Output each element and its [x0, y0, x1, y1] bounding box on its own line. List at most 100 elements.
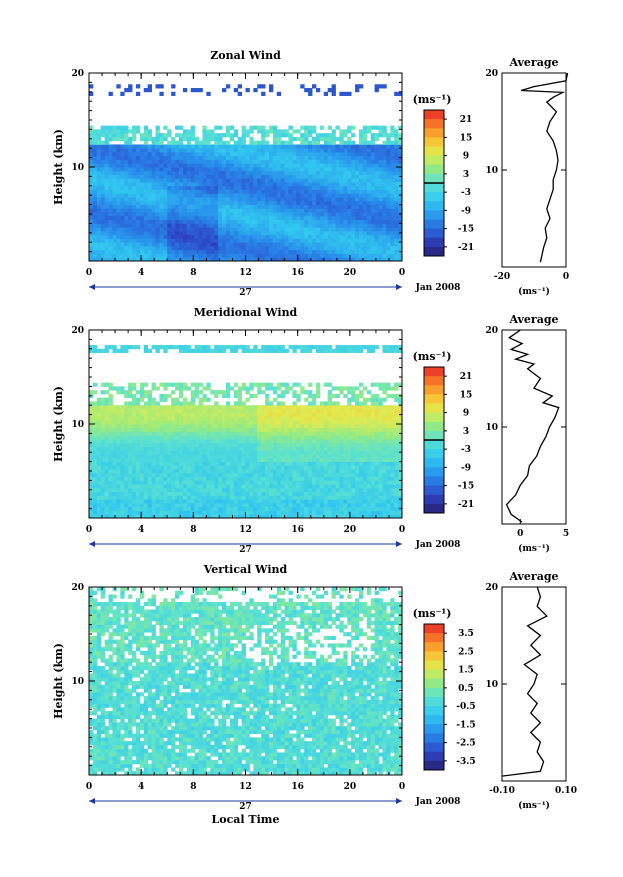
heatmap-cell	[289, 220, 293, 224]
heatmap-cell	[343, 235, 347, 239]
heatmap-cell	[292, 447, 296, 451]
heatmap-cell	[379, 216, 383, 220]
heatmap-cell	[112, 484, 116, 488]
heatmap-cell	[281, 462, 285, 466]
heatmap-cell	[210, 227, 214, 231]
heatmap-cell	[238, 499, 242, 503]
heatmap-cell	[214, 458, 218, 462]
heatmap-cell	[242, 503, 246, 507]
heatmap-cell	[394, 238, 398, 242]
heatmap-cell	[124, 212, 128, 216]
heatmap-cell	[390, 480, 394, 484]
heatmap-cell	[304, 220, 308, 224]
heatmap-cell	[222, 182, 226, 186]
heatmap-cell	[379, 473, 383, 477]
heatmap-cell	[226, 193, 230, 197]
heatmap-cell	[214, 439, 218, 443]
heatmap-cell	[148, 443, 152, 447]
heatmap-cell	[187, 144, 191, 148]
heatmap-cell	[246, 129, 250, 133]
heatmap-cell	[292, 152, 296, 156]
heatmap-cell	[136, 223, 140, 227]
heatmap-cell	[230, 186, 234, 190]
heatmap-cell	[226, 167, 230, 171]
heatmap-cell	[261, 428, 265, 432]
heatmap-cell	[234, 178, 238, 182]
heatmap-cell	[355, 148, 359, 152]
heatmap-cell	[292, 465, 296, 469]
heatmap-cell	[105, 201, 109, 205]
heatmap-cell	[195, 220, 199, 224]
heatmap-cell	[316, 238, 320, 242]
heatmap-cell	[148, 462, 152, 466]
heatmap-cell	[363, 469, 367, 473]
heatmap-cell	[140, 190, 144, 194]
heatmap-cell	[382, 227, 386, 231]
heatmap-cell	[246, 484, 250, 488]
heatmap-cell	[156, 227, 160, 231]
heatmap-cell	[97, 205, 101, 209]
heatmap-cell	[195, 435, 199, 439]
heatmap-cell	[328, 435, 332, 439]
heatmap-cell	[265, 182, 269, 186]
heatmap-cell	[132, 205, 136, 209]
heatmap-cell	[156, 144, 160, 148]
heatmap-cell	[265, 450, 269, 454]
y-tick-label: 10	[71, 163, 84, 173]
heatmap-cell	[351, 190, 355, 194]
heatmap-cell	[109, 178, 113, 182]
heatmap-cell	[324, 235, 328, 239]
heatmap-cell	[156, 148, 160, 152]
heatmap-cell	[105, 133, 109, 137]
heatmap-cell	[257, 238, 261, 242]
heatmap-cell	[105, 458, 109, 462]
heatmap-cell	[156, 197, 160, 201]
heatmap-cell	[191, 175, 195, 179]
heatmap-cell	[242, 223, 246, 227]
heatmap-cell	[324, 480, 328, 484]
heatmap-cell	[292, 231, 296, 235]
heatmap-cell	[105, 443, 109, 447]
heatmap-cell	[218, 159, 222, 163]
heatmap-cell	[234, 186, 238, 190]
heatmap-cell	[308, 208, 312, 212]
heatmap-cell	[140, 182, 144, 186]
heatmap-cell	[195, 510, 199, 514]
heatmap-cell	[202, 133, 206, 137]
heatmap-cell	[285, 197, 289, 201]
heatmap-cell	[210, 435, 214, 439]
heatmap-cell	[202, 507, 206, 511]
heatmap-cell	[222, 88, 226, 92]
heatmap-cell	[136, 250, 140, 254]
heatmap-cell	[269, 167, 273, 171]
heatmap-cell	[120, 159, 124, 163]
heatmap-cell	[324, 246, 328, 250]
heatmap-cell	[261, 152, 265, 156]
heatmap-cell	[159, 253, 163, 257]
heatmap-cell	[249, 435, 253, 439]
heatmap-cell	[316, 171, 320, 175]
heatmap-cell	[332, 238, 336, 242]
heatmap-cell	[171, 163, 175, 167]
heatmap-cell	[222, 458, 226, 462]
heatmap-cell	[375, 480, 379, 484]
heatmap-cell	[347, 435, 351, 439]
heatmap-cell	[316, 133, 320, 137]
heatmap-cell	[89, 223, 93, 227]
heatmap-cell	[363, 235, 367, 239]
heatmap-cell	[120, 492, 124, 496]
heatmap-cell	[328, 488, 332, 492]
heatmap-cell	[230, 171, 234, 175]
heatmap-cell	[128, 231, 132, 235]
heatmap-cell	[339, 205, 343, 209]
heatmap-cell	[312, 137, 316, 141]
heatmap-cell	[195, 246, 199, 250]
heatmap-cell	[249, 246, 253, 250]
heatmap-cell	[296, 171, 300, 175]
heatmap-cell	[359, 159, 363, 163]
heatmap-cell	[175, 447, 179, 451]
heatmap-cell	[246, 216, 250, 220]
heatmap-cell	[261, 499, 265, 503]
heatmap-cell	[273, 447, 277, 451]
